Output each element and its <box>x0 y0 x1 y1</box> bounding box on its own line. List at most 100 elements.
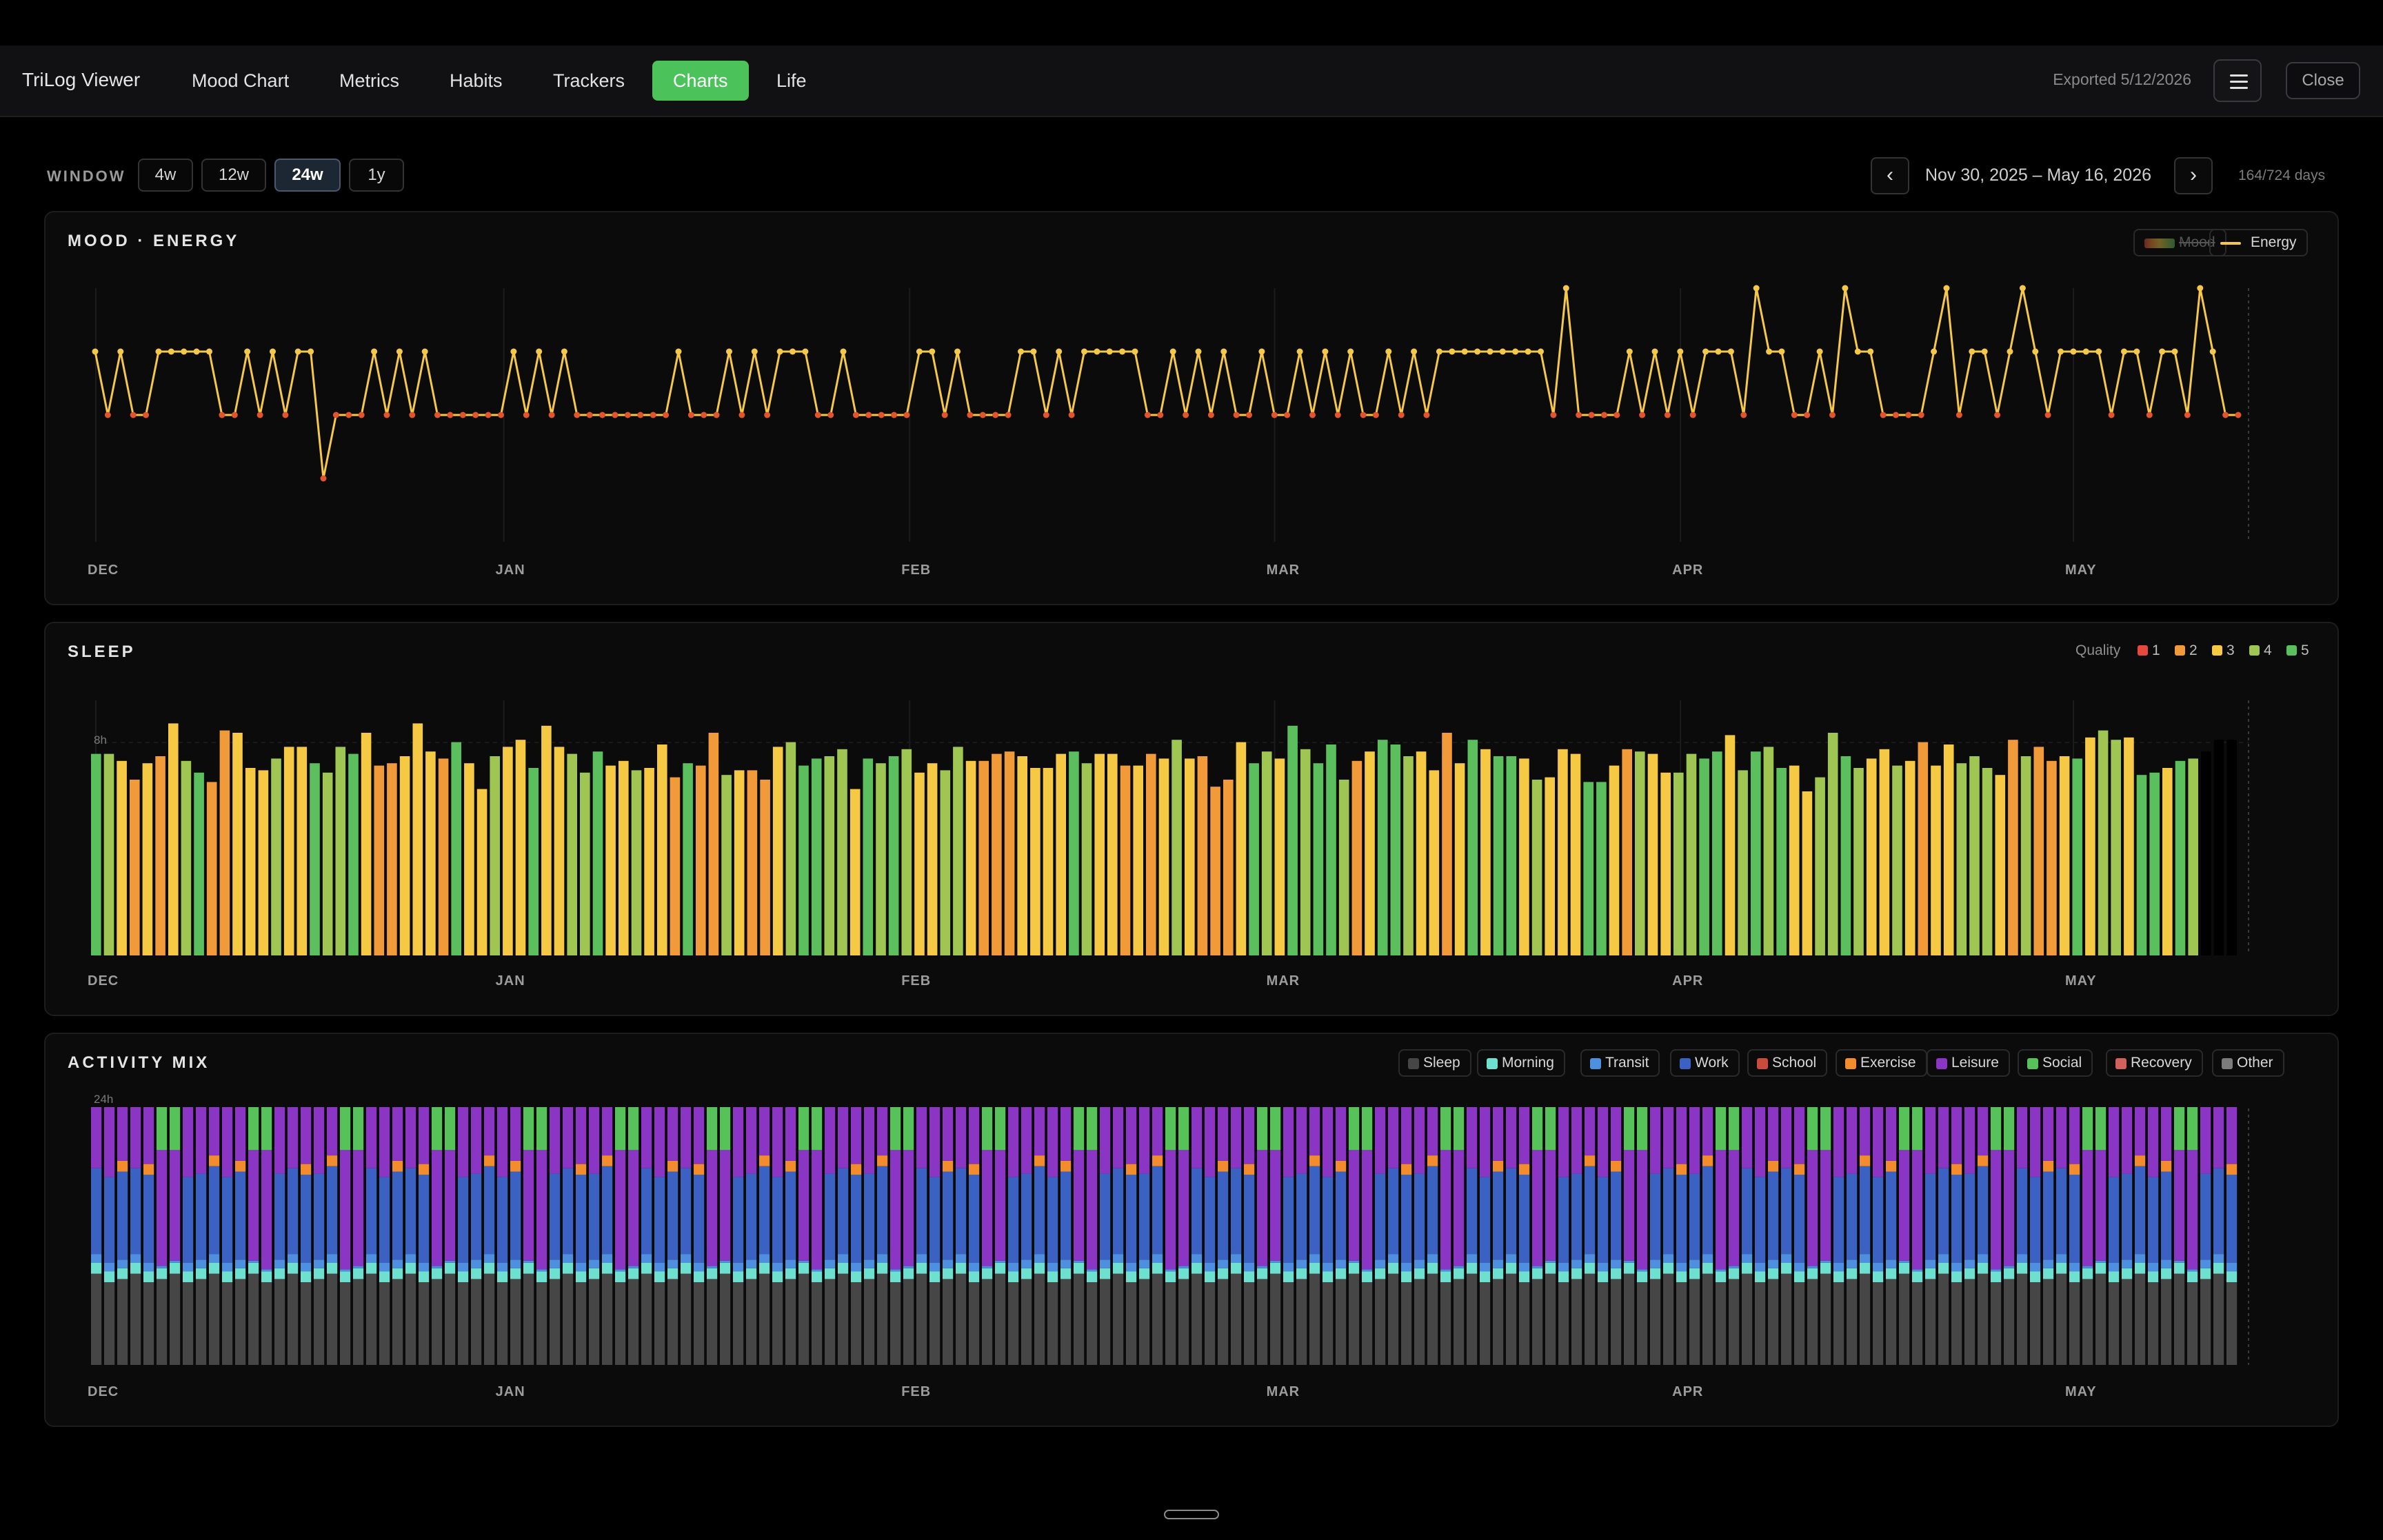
activity-segment-transit[interactable] <box>1100 1259 1111 1268</box>
sleep-bar[interactable] <box>992 753 1002 955</box>
activity-segment-morning[interactable] <box>654 1271 665 1282</box>
activity-segment-work[interactable] <box>1978 1166 1989 1255</box>
activity-segment-morning[interactable] <box>746 1268 757 1279</box>
activity-segment-work[interactable] <box>1506 1168 1517 1255</box>
activity-segment-work[interactable] <box>2135 1166 2146 1255</box>
activity-segment-morning[interactable] <box>222 1271 233 1282</box>
activity-segment-leisure[interactable] <box>681 1107 692 1168</box>
activity-segment-leisure[interactable] <box>471 1107 482 1174</box>
activity-segment-leisure[interactable] <box>1192 1107 1203 1168</box>
activity-segment-morning[interactable] <box>995 1263 1006 1274</box>
activity-segment-work[interactable] <box>1650 1173 1661 1260</box>
activity-segment-sleep[interactable] <box>1244 1282 1255 1365</box>
activity-segment-transit[interactable] <box>1571 1259 1582 1268</box>
activity-segment-leisure[interactable] <box>1244 1107 1255 1164</box>
legend-energy-toggle[interactable]: Energy <box>2209 229 2308 256</box>
activity-segment-morning[interactable] <box>1991 1271 2002 1282</box>
sleep-bar[interactable] <box>567 753 577 955</box>
activity-segment-work[interactable] <box>2148 1177 2159 1263</box>
activity-segment-sleep[interactable] <box>432 1279 443 1365</box>
energy-point[interactable] <box>1487 348 1494 355</box>
activity-segment-leisure[interactable] <box>353 1150 364 1266</box>
energy-point[interactable] <box>1132 348 1138 355</box>
activity-segment-leisure[interactable] <box>248 1150 259 1261</box>
sleep-bar[interactable] <box>2188 758 2198 955</box>
activity-segment-sleep[interactable] <box>1978 1273 1989 1366</box>
activity-segment-work[interactable] <box>1034 1166 1045 1255</box>
activity-segment-social[interactable] <box>523 1107 534 1151</box>
activity-segment-transit[interactable] <box>982 1266 993 1268</box>
activity-segment-transit[interactable] <box>1087 1269 1098 1272</box>
activity-segment-morning[interactable] <box>1034 1263 1045 1274</box>
activity-segment-morning[interactable] <box>864 1268 875 1279</box>
energy-point[interactable] <box>2032 348 2039 355</box>
activity-segment-work[interactable] <box>235 1171 246 1260</box>
activity-segment-leisure[interactable] <box>2161 1107 2172 1161</box>
activity-segment-leisure[interactable] <box>615 1150 626 1270</box>
activity-segment-sleep[interactable] <box>91 1273 102 1366</box>
activity-segment-morning[interactable] <box>104 1271 115 1282</box>
activity-segment-morning[interactable] <box>1008 1271 1019 1282</box>
energy-point[interactable] <box>1207 412 1214 418</box>
activity-segment-transit[interactable] <box>536 1269 547 1272</box>
activity-segment-sleep[interactable] <box>1060 1279 1072 1365</box>
sleep-bar[interactable] <box>1107 753 1118 955</box>
activity-segment-morning[interactable] <box>130 1263 141 1274</box>
activity-segment-social[interactable] <box>248 1107 259 1151</box>
activity-segment-work[interactable] <box>1742 1168 1753 1255</box>
activity-segment-leisure[interactable] <box>1585 1107 1596 1156</box>
activity-segment-leisure[interactable] <box>982 1150 993 1266</box>
activity-segment-sleep[interactable] <box>484 1273 495 1366</box>
activity-segment-transit[interactable] <box>497 1263 508 1272</box>
activity-segment-morning[interactable] <box>1794 1271 1805 1282</box>
activity-segment-exercise[interactable] <box>1152 1155 1163 1166</box>
activity-segment-sleep[interactable] <box>327 1273 338 1366</box>
energy-point[interactable] <box>1220 348 1227 355</box>
activity-segment-social[interactable] <box>1362 1107 1373 1151</box>
activity-segment-leisure[interactable] <box>1362 1150 1373 1270</box>
activity-segment-leisure[interactable] <box>301 1107 312 1164</box>
activity-segment-morning[interactable] <box>890 1271 901 1282</box>
activity-segment-leisure[interactable] <box>1964 1107 1975 1174</box>
activity-segment-transit[interactable] <box>1074 1260 1085 1263</box>
sleep-bar[interactable] <box>1892 765 1902 955</box>
activity-segment-morning[interactable] <box>1152 1263 1163 1274</box>
activity-segment-transit[interactable] <box>1768 1259 1779 1268</box>
activity-segment-sleep[interactable] <box>1571 1279 1582 1365</box>
sleep-bar[interactable] <box>965 760 976 955</box>
sleep-bar[interactable] <box>1287 725 1298 955</box>
sleep-bar[interactable] <box>1673 772 1684 955</box>
energy-point[interactable] <box>332 412 339 418</box>
activity-segment-leisure[interactable] <box>759 1107 770 1156</box>
activity-segment-leisure[interactable] <box>1847 1107 1858 1174</box>
activity-segment-sleep[interactable] <box>117 1279 128 1365</box>
activity-segment-morning[interactable] <box>419 1271 430 1282</box>
activity-segment-morning[interactable] <box>759 1263 770 1274</box>
activity-segment-sleep[interactable] <box>1008 1282 1019 1365</box>
sleep-bar[interactable] <box>747 770 758 955</box>
activity-segment-transit[interactable] <box>1309 1254 1320 1264</box>
activity-segment-transit[interactable] <box>615 1269 626 1272</box>
activity-segment-transit[interactable] <box>1467 1254 1478 1264</box>
energy-point[interactable] <box>891 412 898 418</box>
activity-segment-morning[interactable] <box>1126 1271 1137 1282</box>
activity-segment-morning[interactable] <box>785 1268 796 1279</box>
activity-segment-sleep[interactable] <box>301 1282 312 1365</box>
activity-segment-sleep[interactable] <box>274 1279 285 1365</box>
activity-segment-sleep[interactable] <box>288 1273 299 1366</box>
activity-segment-transit[interactable] <box>2161 1259 2172 1268</box>
energy-point[interactable] <box>852 412 859 418</box>
energy-point[interactable] <box>1854 348 1861 355</box>
activity-segment-leisure[interactable] <box>2122 1107 2133 1174</box>
legend-other-toggle[interactable]: Other <box>2212 1049 2284 1077</box>
activity-segment-transit[interactable] <box>1702 1254 1713 1264</box>
activity-segment-leisure[interactable] <box>2200 1107 2211 1174</box>
activity-segment-leisure[interactable] <box>183 1107 194 1177</box>
window-12w-button[interactable]: 12w <box>201 159 266 192</box>
activity-segment-exercise[interactable] <box>2043 1160 2054 1172</box>
activity-segment-morning[interactable] <box>157 1268 168 1279</box>
activity-segment-transit[interactable] <box>1781 1254 1792 1264</box>
sleep-bar[interactable] <box>1480 749 1491 955</box>
sleep-bar[interactable] <box>2149 772 2160 955</box>
activity-segment-transit[interactable] <box>1663 1254 1674 1264</box>
